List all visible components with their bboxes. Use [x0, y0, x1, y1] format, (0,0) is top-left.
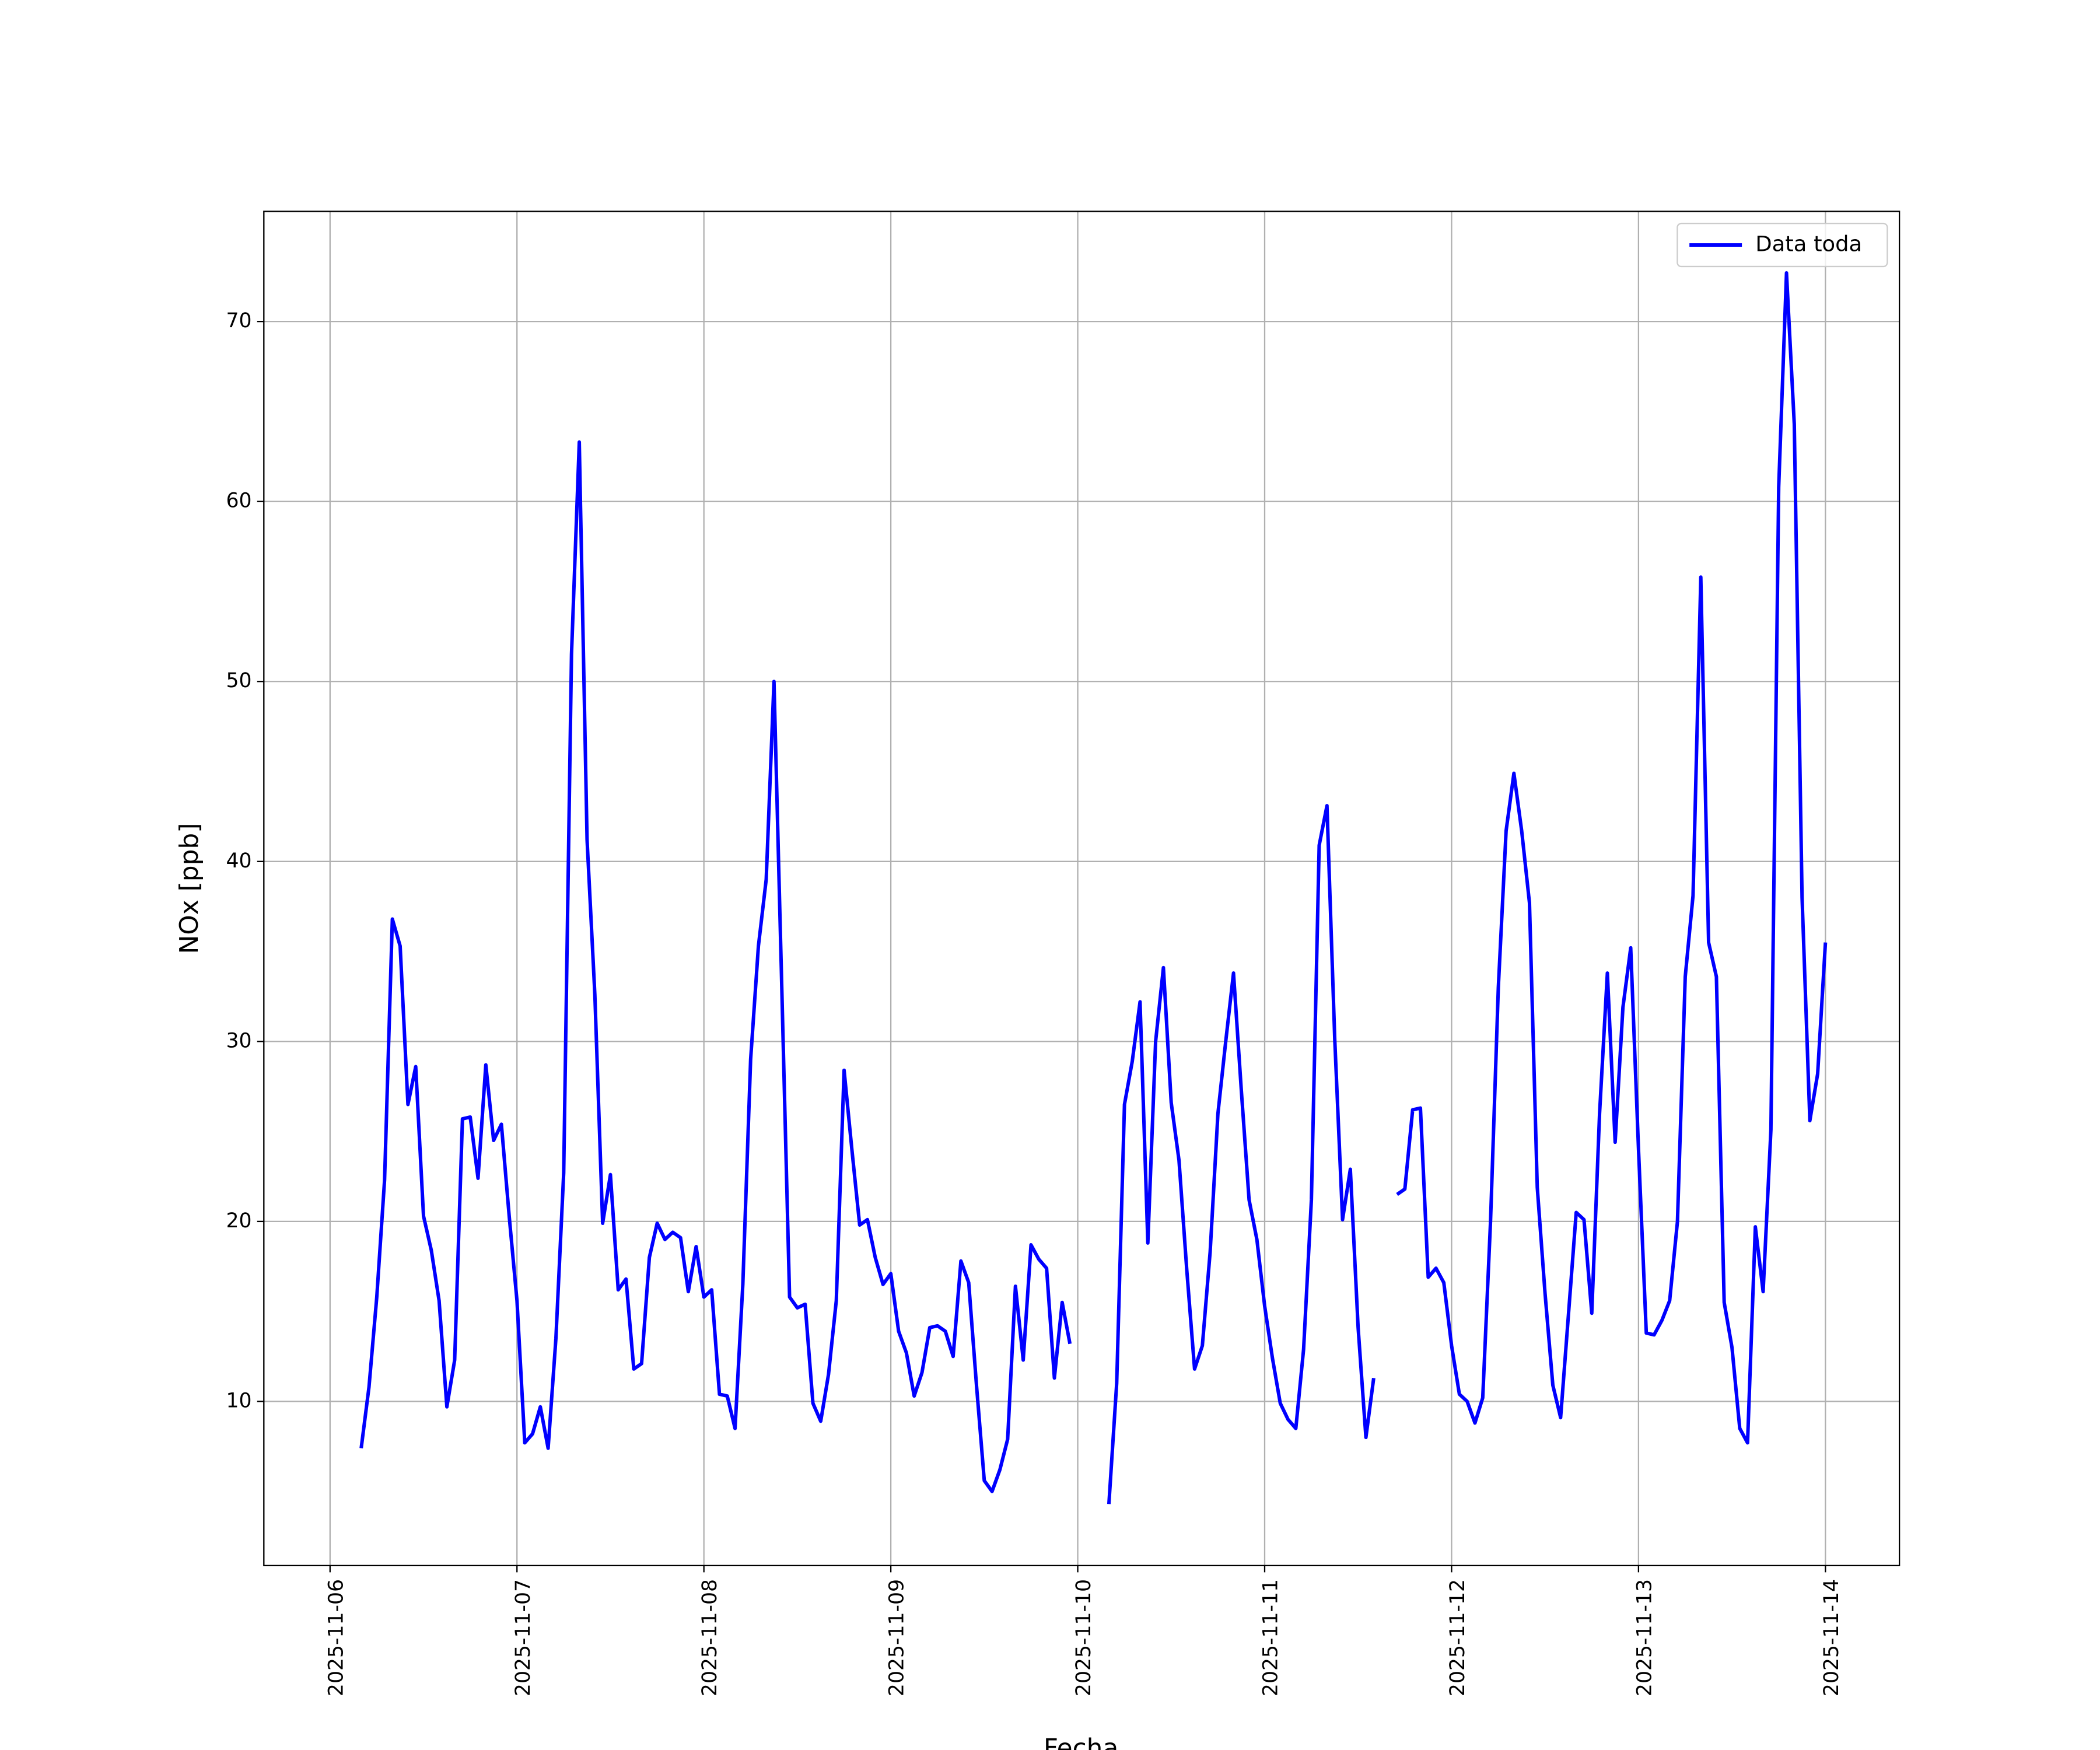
x-axis-label: Fecha	[1044, 1734, 1119, 1750]
y-tick-label: 40	[226, 849, 251, 873]
plot-frame	[263, 211, 1901, 1566]
x-tick-label: 2025-11-14	[1820, 1579, 1843, 1696]
legend-box	[1676, 222, 1888, 268]
x-tick-label: 2025-11-08	[698, 1579, 722, 1696]
y-tick-label: 30	[226, 1029, 251, 1052]
x-tick-label: 2025-11-12	[1446, 1579, 1469, 1696]
legend-label: Data toda	[1755, 232, 1862, 257]
y-tick-label: 70	[226, 309, 251, 332]
x-tick-label: 2025-11-11	[1259, 1579, 1283, 1696]
x-tick-label: 2025-11-06	[324, 1579, 348, 1696]
x-tick-label: 2025-11-13	[1633, 1579, 1656, 1696]
y-tick-label: 20	[226, 1209, 251, 1233]
data-line	[359, 271, 1828, 1504]
x-tick-label: 2025-11-07	[512, 1579, 535, 1696]
y-tick-label: 50	[226, 669, 251, 692]
y-tick-label: 10	[226, 1389, 251, 1412]
y-tick-label: 60	[226, 489, 251, 513]
x-tick-label: 2025-11-10	[1072, 1579, 1096, 1696]
x-tick-label: 2025-11-09	[886, 1579, 909, 1696]
y-axis-label: NOx [ppb]	[174, 823, 204, 954]
